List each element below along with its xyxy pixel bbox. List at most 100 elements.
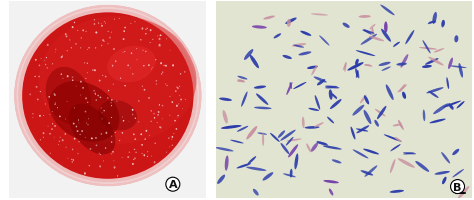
Ellipse shape: [329, 189, 333, 196]
Ellipse shape: [154, 117, 155, 119]
Ellipse shape: [356, 126, 369, 134]
Ellipse shape: [89, 48, 90, 49]
Ellipse shape: [158, 112, 159, 113]
Ellipse shape: [109, 37, 111, 39]
Ellipse shape: [246, 126, 257, 140]
Ellipse shape: [288, 145, 298, 158]
Ellipse shape: [29, 94, 31, 96]
Ellipse shape: [77, 153, 79, 154]
Ellipse shape: [130, 24, 131, 25]
Ellipse shape: [111, 136, 112, 137]
Ellipse shape: [39, 115, 41, 117]
Ellipse shape: [145, 51, 146, 53]
Ellipse shape: [369, 37, 384, 42]
Ellipse shape: [119, 140, 120, 141]
Ellipse shape: [270, 133, 280, 142]
Ellipse shape: [353, 150, 368, 159]
Ellipse shape: [160, 46, 161, 47]
Ellipse shape: [158, 45, 160, 47]
Ellipse shape: [123, 39, 125, 41]
Ellipse shape: [123, 120, 124, 122]
Ellipse shape: [392, 124, 401, 127]
Ellipse shape: [112, 151, 114, 153]
Ellipse shape: [87, 63, 88, 65]
Ellipse shape: [22, 13, 193, 179]
Ellipse shape: [400, 84, 405, 93]
Ellipse shape: [37, 99, 39, 101]
Ellipse shape: [402, 92, 406, 99]
Ellipse shape: [96, 100, 97, 101]
Ellipse shape: [92, 70, 94, 71]
Ellipse shape: [151, 111, 152, 112]
Ellipse shape: [58, 144, 59, 145]
Ellipse shape: [54, 94, 55, 95]
Ellipse shape: [422, 41, 430, 54]
Text: B: B: [453, 182, 462, 192]
Ellipse shape: [105, 23, 106, 24]
Ellipse shape: [343, 63, 347, 71]
Ellipse shape: [262, 133, 264, 146]
Ellipse shape: [157, 36, 158, 37]
Ellipse shape: [401, 55, 408, 68]
Ellipse shape: [361, 35, 377, 46]
Ellipse shape: [391, 145, 401, 151]
Ellipse shape: [314, 77, 327, 83]
Ellipse shape: [419, 48, 437, 50]
Ellipse shape: [43, 132, 45, 135]
Ellipse shape: [130, 68, 131, 69]
Ellipse shape: [325, 86, 339, 89]
Ellipse shape: [61, 57, 63, 59]
Ellipse shape: [237, 76, 247, 80]
Ellipse shape: [177, 117, 178, 118]
Ellipse shape: [114, 19, 115, 21]
Ellipse shape: [147, 156, 148, 157]
Ellipse shape: [100, 108, 101, 109]
Ellipse shape: [114, 166, 116, 169]
Ellipse shape: [237, 163, 251, 169]
Ellipse shape: [317, 141, 328, 146]
Ellipse shape: [221, 125, 242, 129]
Ellipse shape: [169, 115, 170, 116]
Ellipse shape: [49, 82, 119, 142]
Ellipse shape: [434, 49, 444, 53]
Ellipse shape: [127, 156, 129, 158]
Ellipse shape: [286, 137, 293, 146]
Ellipse shape: [351, 127, 356, 140]
Ellipse shape: [142, 153, 143, 154]
Ellipse shape: [327, 117, 334, 124]
Ellipse shape: [38, 76, 40, 78]
Ellipse shape: [355, 69, 359, 79]
Ellipse shape: [442, 21, 445, 27]
Ellipse shape: [102, 40, 104, 42]
Ellipse shape: [379, 62, 391, 67]
Ellipse shape: [332, 160, 341, 164]
Ellipse shape: [317, 142, 327, 145]
Ellipse shape: [281, 143, 290, 155]
Ellipse shape: [124, 28, 126, 29]
Ellipse shape: [302, 117, 305, 128]
Ellipse shape: [46, 58, 47, 59]
Ellipse shape: [356, 71, 359, 78]
Ellipse shape: [172, 102, 173, 103]
Ellipse shape: [80, 95, 81, 96]
Ellipse shape: [46, 67, 91, 125]
Ellipse shape: [98, 101, 137, 131]
Ellipse shape: [441, 21, 445, 28]
Ellipse shape: [175, 91, 177, 92]
Ellipse shape: [132, 74, 134, 75]
Ellipse shape: [428, 57, 444, 66]
Ellipse shape: [122, 52, 124, 53]
Ellipse shape: [73, 159, 74, 161]
Ellipse shape: [108, 90, 109, 92]
Ellipse shape: [72, 80, 73, 82]
Ellipse shape: [133, 134, 135, 135]
Ellipse shape: [78, 123, 79, 124]
Ellipse shape: [162, 105, 163, 107]
Ellipse shape: [141, 28, 143, 31]
Ellipse shape: [143, 66, 145, 67]
Ellipse shape: [365, 166, 377, 177]
Ellipse shape: [73, 123, 74, 125]
Ellipse shape: [40, 140, 41, 141]
Ellipse shape: [364, 96, 369, 105]
Ellipse shape: [163, 65, 165, 67]
